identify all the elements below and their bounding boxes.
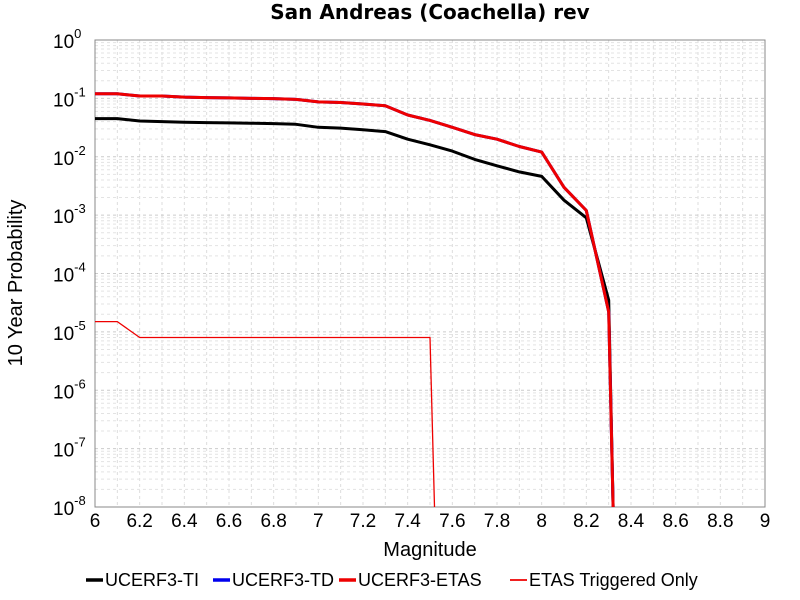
x-tick-labels: 6 6.2 6.4 6.6 6.8 7 7.2 7.4 7.6 7.8 8 8.2 8.4 8.6 8.8 9 <box>90 511 771 532</box>
legend: UCERF3-TI UCERF3-TD UCERF3-ETAS ETAS Trigge… <box>86 570 698 590</box>
series-line-etas-triggered-only <box>95 320 436 508</box>
y-tick-label: 10-6 <box>53 376 86 403</box>
y-axis-label: 10 Year Probability <box>5 200 27 367</box>
y-tick-label: 10-8 <box>53 493 86 520</box>
x-tick-label: 6.8 <box>260 511 286 532</box>
y-tick-label: 10-1 <box>53 84 86 111</box>
x-tick-label: 6.6 <box>216 511 242 532</box>
legend-label-ucerf3-ti: UCERF3-TI <box>105 570 199 590</box>
x-tick-label: 6.4 <box>171 511 198 532</box>
grid <box>94 40 766 508</box>
y-tick-label: 100 <box>53 26 81 53</box>
x-tick-label: 8.4 <box>618 511 645 532</box>
y-tick-label: 10-3 <box>53 201 86 228</box>
y-tick-label: 10-5 <box>53 318 86 345</box>
x-axis-label: Magnitude <box>383 539 476 561</box>
series-line-ucerf3-etas <box>95 92 615 508</box>
x-tick-label: 8.8 <box>707 511 733 532</box>
legend-label-etas-triggered-only: ETAS Triggered Only <box>529 570 698 590</box>
x-tick-label: 7.6 <box>439 511 465 532</box>
legend-label-ucerf3-etas: UCERF3-ETAS <box>358 570 482 590</box>
x-tick-label: 8.2 <box>573 511 599 532</box>
chart-title: San Andreas (Coachella) rev <box>270 0 589 24</box>
x-tick-label: 8.6 <box>662 511 688 532</box>
x-tick-label: 8 <box>536 511 547 532</box>
y-tick-label: 10-4 <box>53 260 86 287</box>
series-line-ucerf3-ti <box>95 117 615 508</box>
y-tick-label: 10-2 <box>53 143 86 170</box>
plot-frame <box>94 39 766 508</box>
y-tick-label: 10-7 <box>53 435 86 462</box>
x-tick-label: 7.2 <box>350 511 376 532</box>
x-tick-label: 7.4 <box>394 511 421 532</box>
y-tick-labels: 100 10-1 10-2 10-3 10-4 10-5 10-6 10-7 10-8 <box>53 26 86 520</box>
x-tick-label: 7 <box>313 511 324 532</box>
legend-label-ucerf3-td: UCERF3-TD <box>232 570 334 590</box>
x-tick-label: 7.8 <box>484 511 510 532</box>
x-tick-label: 6.2 <box>126 511 152 532</box>
series-layer <box>95 92 615 508</box>
x-tick-label: 9 <box>760 511 771 532</box>
x-tick-label: 6 <box>90 511 101 532</box>
